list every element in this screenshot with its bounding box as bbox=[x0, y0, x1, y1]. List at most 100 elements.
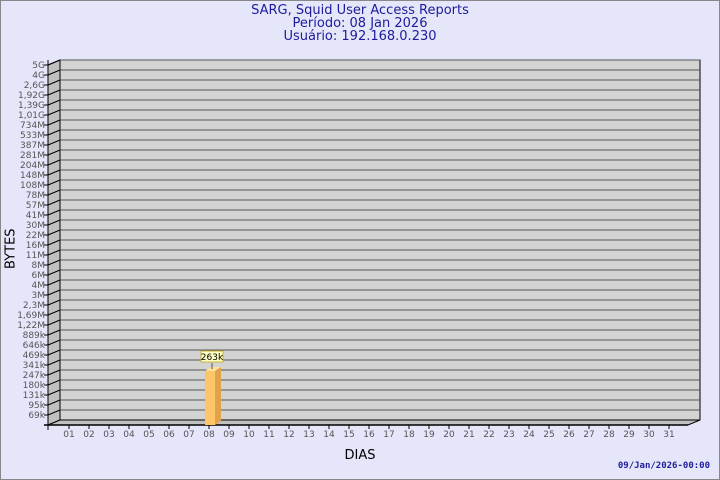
y-tick-label: 469k bbox=[23, 351, 46, 361]
bar bbox=[205, 371, 215, 425]
y-tick-label: 533M bbox=[20, 131, 45, 141]
side-gridline bbox=[47, 199, 61, 206]
y-tick-label: 204M bbox=[20, 161, 45, 171]
x-tick-label: 31 bbox=[663, 430, 674, 440]
side-gridline bbox=[47, 179, 61, 186]
y-tick-label: 1,22M bbox=[17, 321, 45, 331]
y-tick-label: 131k bbox=[23, 391, 46, 401]
side-gridline bbox=[47, 69, 61, 76]
side-gridline bbox=[47, 349, 61, 356]
side-gridline bbox=[47, 319, 61, 326]
x-tick-label: 04 bbox=[123, 430, 135, 440]
y-tick-label: 148M bbox=[20, 171, 45, 181]
x-tick-label: 05 bbox=[143, 430, 154, 440]
chart-period: Período: 08 Jan 2026 bbox=[292, 16, 428, 31]
y-tick-label: 30M bbox=[26, 221, 45, 231]
side-gridline bbox=[47, 59, 61, 66]
side-gridline bbox=[47, 139, 61, 146]
y-tick-label: 8M bbox=[32, 261, 46, 271]
y-tick-label: 2,6G bbox=[24, 81, 45, 91]
y-tick-label: 3M bbox=[32, 291, 46, 301]
y-tick-label: 69k bbox=[28, 411, 45, 421]
side-gridline bbox=[47, 119, 61, 126]
side-gridline bbox=[47, 379, 61, 386]
x-tick-label: 06 bbox=[163, 430, 175, 440]
y-tick-label: 2,3M bbox=[23, 301, 45, 311]
side-gridline bbox=[47, 269, 61, 276]
side-gridline bbox=[47, 359, 61, 366]
side-gridline bbox=[47, 289, 61, 296]
side-gridline bbox=[47, 219, 61, 226]
x-tick-label: 12 bbox=[283, 430, 294, 440]
side-gridline bbox=[47, 329, 61, 336]
x-tick-label: 21 bbox=[463, 430, 474, 440]
side-gridline bbox=[47, 239, 61, 246]
x-tick-label: 15 bbox=[343, 430, 354, 440]
x-tick-label: 02 bbox=[83, 430, 94, 440]
y-tick-label: 1,01G bbox=[18, 111, 45, 121]
y-tick-label: 6M bbox=[32, 271, 46, 281]
side-gridline bbox=[47, 389, 61, 396]
y-tick-label: 341k bbox=[23, 361, 46, 371]
x-tick-label: 30 bbox=[643, 430, 655, 440]
side-gridline bbox=[47, 249, 61, 256]
x-tick-label: 07 bbox=[183, 430, 194, 440]
side-gridline bbox=[47, 129, 61, 136]
y-tick-label: 1,69M bbox=[17, 311, 45, 321]
side-gridline bbox=[47, 299, 61, 306]
side-gridline bbox=[47, 159, 61, 166]
y-tick-label: 889k bbox=[23, 331, 46, 341]
x-tick-label: 20 bbox=[443, 430, 455, 440]
side-gridline bbox=[47, 89, 61, 96]
x-tick-label: 27 bbox=[583, 430, 594, 440]
generated-timestamp: 09/Jan/2026-00:00 bbox=[617, 461, 710, 471]
chart-title: SARG, Squid User Access Reports bbox=[251, 3, 469, 18]
y-tick-label: 1,92G bbox=[18, 91, 45, 101]
side-gridline bbox=[47, 79, 61, 86]
y-tick-label: 11M bbox=[26, 251, 45, 261]
y-tick-label: 180k bbox=[23, 381, 46, 391]
side-gridline bbox=[47, 189, 61, 196]
x-tick-label: 22 bbox=[483, 430, 494, 440]
side-gridline bbox=[47, 339, 61, 346]
y-tick-label: 108M bbox=[20, 181, 45, 191]
x-tick-label: 28 bbox=[603, 430, 615, 440]
x-tick-label: 19 bbox=[423, 430, 435, 440]
y-tick-label: 4M bbox=[32, 281, 46, 291]
bar-top bbox=[205, 367, 221, 372]
x-tick-label: 26 bbox=[563, 430, 575, 440]
y-tick-label: 281M bbox=[20, 151, 45, 161]
bar-side bbox=[215, 367, 221, 425]
x-tick-label: 09 bbox=[223, 430, 235, 440]
data-label-box bbox=[200, 350, 224, 363]
x-tick-label: 25 bbox=[543, 430, 554, 440]
side-gridline bbox=[47, 409, 61, 416]
y-tick-label: 95k bbox=[28, 401, 45, 411]
side-gridline bbox=[47, 209, 61, 216]
side-gridline bbox=[47, 399, 61, 406]
x-tick-label: 16 bbox=[363, 430, 375, 440]
side-gridline bbox=[47, 309, 61, 316]
y-tick-label: 41M bbox=[26, 211, 45, 221]
x-tick-label: 11 bbox=[263, 430, 274, 440]
y-axis-label: BYTES bbox=[3, 228, 19, 269]
y-tick-label: 78M bbox=[26, 191, 45, 201]
x-tick-label: 23 bbox=[503, 430, 514, 440]
x-tick-label: 24 bbox=[523, 430, 535, 440]
x-tick-label: 13 bbox=[303, 430, 314, 440]
side-gridline bbox=[47, 279, 61, 286]
x-tick-label: 10 bbox=[243, 430, 255, 440]
x-tick-label: 29 bbox=[623, 430, 635, 440]
side-gridline bbox=[47, 99, 61, 106]
y-tick-label: 1,39G bbox=[18, 101, 45, 111]
y-tick-label: 247k bbox=[23, 371, 46, 381]
side-gridline bbox=[47, 259, 61, 266]
x-tick-label: 01 bbox=[63, 430, 74, 440]
y-tick-label: 387M bbox=[20, 141, 45, 151]
y-tick-label: 5G bbox=[32, 61, 45, 71]
side-gridline bbox=[47, 109, 61, 116]
y-tick-label: 646k bbox=[23, 341, 46, 351]
x-axis-label: DIAS bbox=[344, 448, 376, 463]
side-gridline bbox=[47, 149, 61, 156]
y-tick-label: 734M bbox=[20, 121, 45, 131]
